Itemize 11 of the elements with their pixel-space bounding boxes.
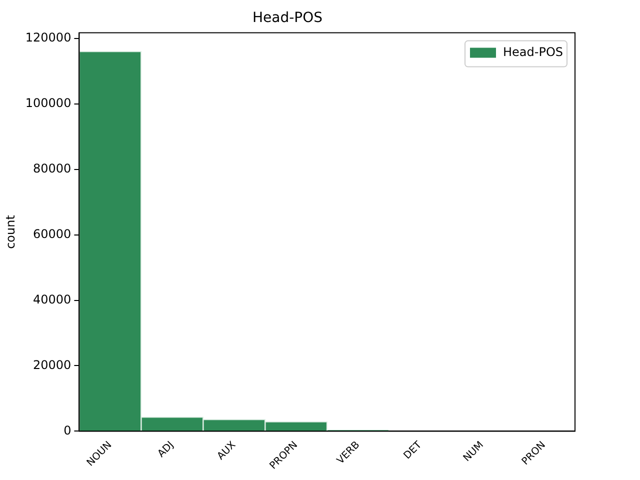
y-tick-label: 120000 xyxy=(25,30,72,44)
y-tick-label: 0 xyxy=(64,423,72,438)
y-tick-label: 80000 xyxy=(33,161,72,176)
chart-title: Head-POS xyxy=(252,10,323,26)
y-tick-label: 40000 xyxy=(33,292,72,306)
y-tick-label: 20000 xyxy=(33,358,72,372)
y-tick-label: 100000 xyxy=(25,96,72,110)
y-tick-label: 60000 xyxy=(33,226,72,241)
y-axis-title: count xyxy=(3,214,18,249)
legend-label: Head-POS xyxy=(502,44,564,59)
x-tick-label: ADJ xyxy=(156,440,176,460)
